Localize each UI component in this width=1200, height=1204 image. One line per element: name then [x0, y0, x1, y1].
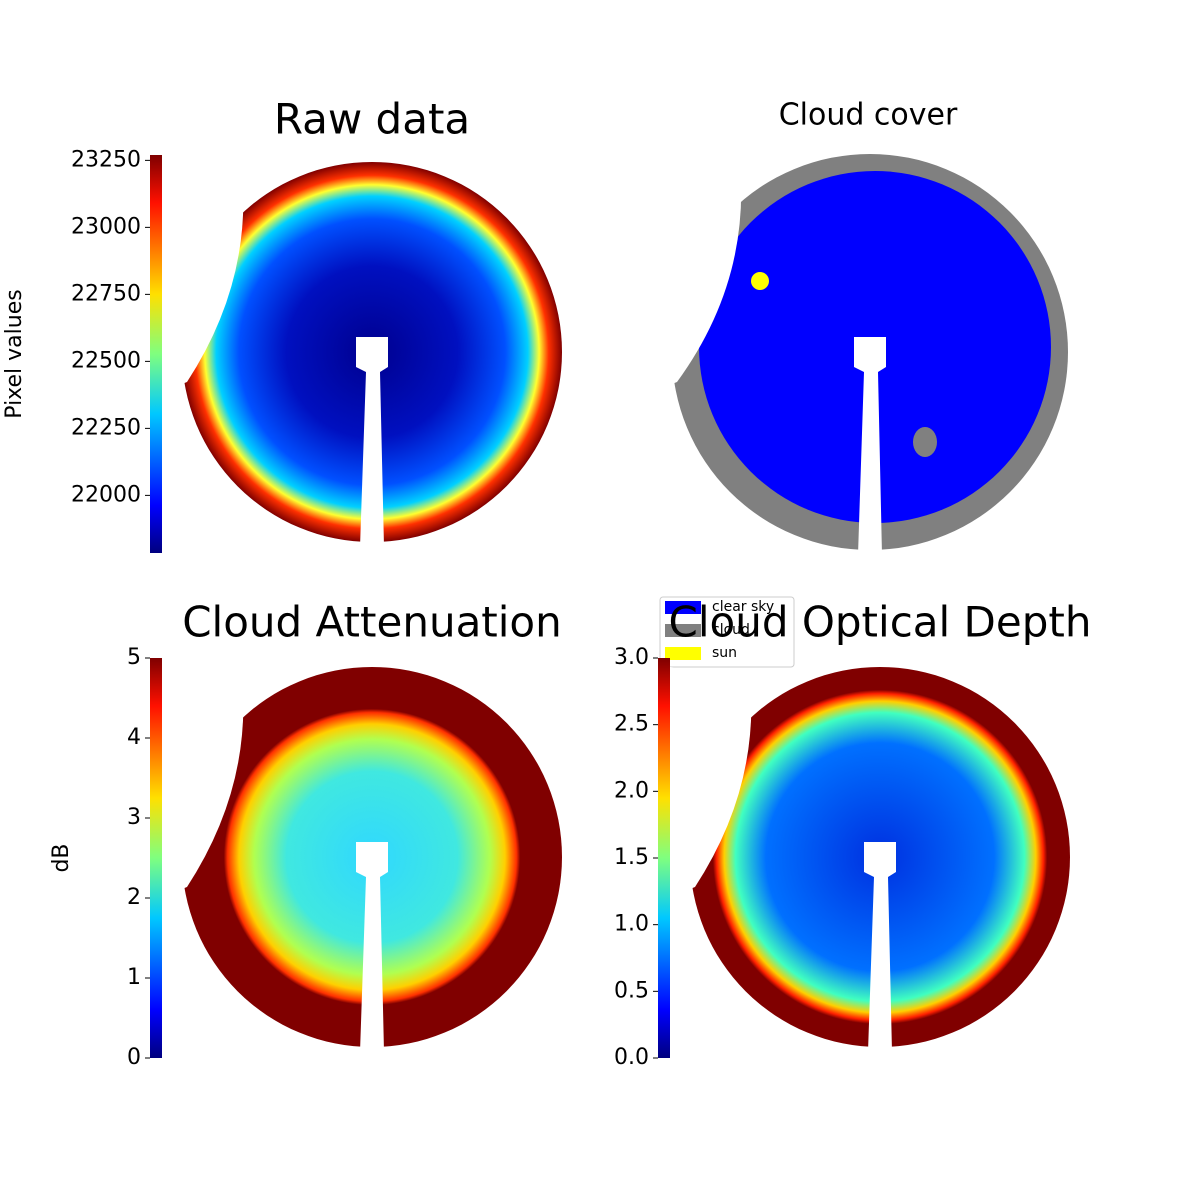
- panel-title: Cloud Attenuation: [182, 598, 562, 647]
- colorbar-tick-label: 4: [127, 725, 141, 750]
- colorbar-tick-label: 1.0: [614, 912, 649, 937]
- legend-swatch: [665, 624, 701, 637]
- legend-swatch: [665, 647, 701, 660]
- colorbar-tick-label: 2.5: [614, 712, 649, 737]
- colorbar-label: dB: [49, 843, 74, 872]
- colorbar: [150, 155, 162, 553]
- colorbar-tick-label: 5: [127, 645, 141, 670]
- colorbar-tick-label: 2.0: [614, 778, 649, 803]
- colorbar: [150, 658, 162, 1058]
- colorbar-tick-label: 1.5: [614, 845, 649, 870]
- colorbar-tick-label: 22750: [71, 281, 141, 306]
- colorbar-tick-label: 0.0: [614, 1045, 649, 1070]
- legend-swatch: [665, 601, 701, 614]
- mast: [356, 842, 388, 1052]
- colorbar-tick-label: 22250: [71, 415, 141, 440]
- legend-label: sun: [712, 645, 737, 661]
- obstruction-cutout: [652, 154, 742, 392]
- sun-marker: [751, 272, 769, 290]
- colorbar-tick-label: 23000: [71, 214, 141, 239]
- obstruction-cutout: [162, 667, 244, 897]
- colorbar-tick-label: 3: [127, 805, 141, 830]
- mast: [356, 337, 388, 547]
- colorbar-tick-label: 1: [127, 965, 141, 990]
- obstruction-cutout: [670, 667, 752, 897]
- colorbar: [658, 658, 670, 1058]
- colorbar-tick-label: 3.0: [614, 645, 649, 670]
- colorbar-label: Pixel values: [2, 289, 27, 418]
- mast: [864, 842, 896, 1052]
- legend-label: cloud: [712, 622, 750, 638]
- cloud-patch: [913, 427, 937, 457]
- colorbar-tick-label: 22500: [71, 348, 141, 373]
- obstruction-cutout: [162, 162, 244, 392]
- colorbar-tick-label: 0.5: [614, 978, 649, 1003]
- panel-title: Cloud cover: [779, 98, 958, 133]
- mast: [854, 337, 886, 555]
- colorbar-tick-label: 0: [127, 1045, 141, 1070]
- panel-title: Raw data: [274, 95, 470, 144]
- colorbar-tick-label: 23250: [71, 147, 141, 172]
- colorbar-tick-label: 2: [127, 885, 141, 910]
- legend-label: clear sky: [712, 599, 774, 615]
- colorbar-tick-label: 22000: [71, 482, 141, 507]
- panel-title: Cloud Optical Depth: [669, 598, 1092, 647]
